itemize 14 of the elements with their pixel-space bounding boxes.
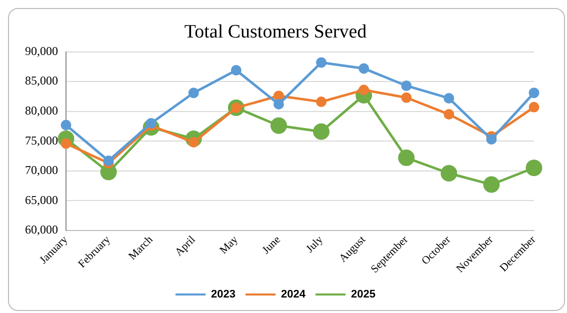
y-tick-label: 75,000 [25,133,58,148]
x-tick-label: May [218,233,241,256]
legend-label: 2024 [281,288,306,301]
y-tick-label: 65,000 [25,192,58,207]
x-tick-label: June [260,234,283,256]
y-tick-label: 85,000 [25,74,58,88]
x-tick-label: July [304,233,326,256]
legend-label: 2023 [211,288,236,301]
y-tick-label: 60,000 [25,222,58,237]
y-tick-label: 90,000 [25,44,58,58]
y-tick-label: 80,000 [25,103,58,118]
y-tick-label: 70,000 [25,163,58,178]
chart-title: Total Customers Served [184,21,368,42]
legend-label: 2025 [350,288,376,301]
